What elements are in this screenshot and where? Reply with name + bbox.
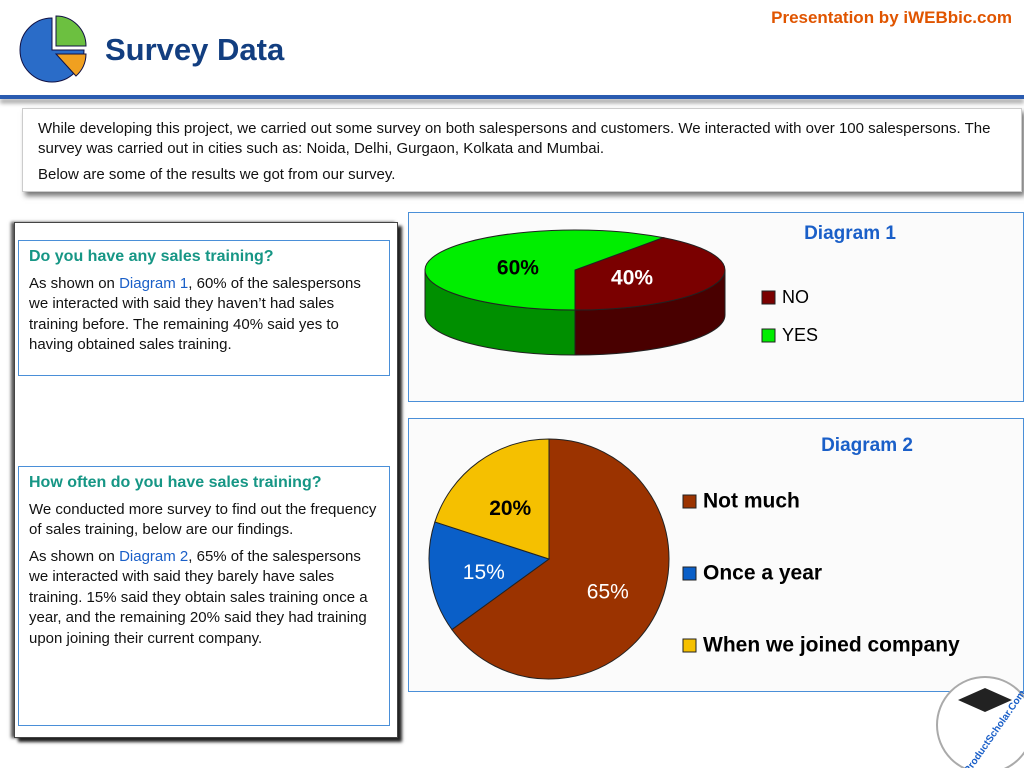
legend-swatch <box>682 494 697 509</box>
legend-swatch <box>761 328 776 343</box>
paragraph: While developing this project, we carrie… <box>38 120 991 157</box>
legend-label: YES <box>782 325 818 345</box>
data-label: 15% <box>463 561 505 584</box>
paragraph: As shown on Diagram 2, 65% of the salesp… <box>29 547 379 650</box>
heading: How often do you have sales training? <box>29 474 322 491</box>
pie-slice <box>428 521 551 631</box>
heading: Do you have any sales training? <box>29 248 274 265</box>
logo-badge: ProductScholar.Com <box>936 676 1024 768</box>
section: Do you have any sales training? As shown… <box>18 240 390 376</box>
legend-swatch <box>682 638 697 653</box>
link: Diagram 1 <box>119 274 189 292</box>
pie-slice <box>424 229 666 311</box>
data-label: 60% <box>497 257 539 280</box>
legend-label: Not much <box>703 490 800 513</box>
title: Survey Data <box>105 32 285 67</box>
text: We conducted more survey to find out the… <box>29 500 377 539</box>
text: As shown on <box>29 547 120 565</box>
data-label: 65% <box>587 581 629 604</box>
legend-label: NO <box>782 287 809 307</box>
pie-slice <box>434 438 550 560</box>
intro: While developing this project, we carrie… <box>22 108 1022 192</box>
paragraph: We conducted more survey to find out the… <box>29 500 379 541</box>
chart-title: Diagram 2 <box>821 435 913 456</box>
text: , 65% of the salespersons we interacted … <box>29 547 368 647</box>
paragraph: Below are some of the results we got fro… <box>38 166 396 183</box>
paragraph: As shown on Diagram 1, 60% of the salesp… <box>29 274 379 356</box>
credit: Presentation by iWEBbic.com <box>771 8 1012 27</box>
section: How often do you have sales training? We… <box>18 466 390 726</box>
pie-slice <box>451 438 670 680</box>
data-label: 40% <box>611 266 653 289</box>
pie-slice <box>574 237 726 311</box>
text: As shown on <box>29 274 120 292</box>
divider <box>0 95 1024 99</box>
text: , 60% of the salespersons we interacted … <box>29 274 361 354</box>
legend-label: When we joined company <box>703 634 960 657</box>
legend-swatch <box>761 290 776 305</box>
chart-title: Diagram 1 <box>804 223 896 244</box>
legend-label: Once a year <box>703 562 822 585</box>
legend-swatch <box>682 566 697 581</box>
data-label: 20% <box>489 497 531 520</box>
link: Diagram 2 <box>119 547 189 565</box>
logo-icon <box>19 15 87 83</box>
